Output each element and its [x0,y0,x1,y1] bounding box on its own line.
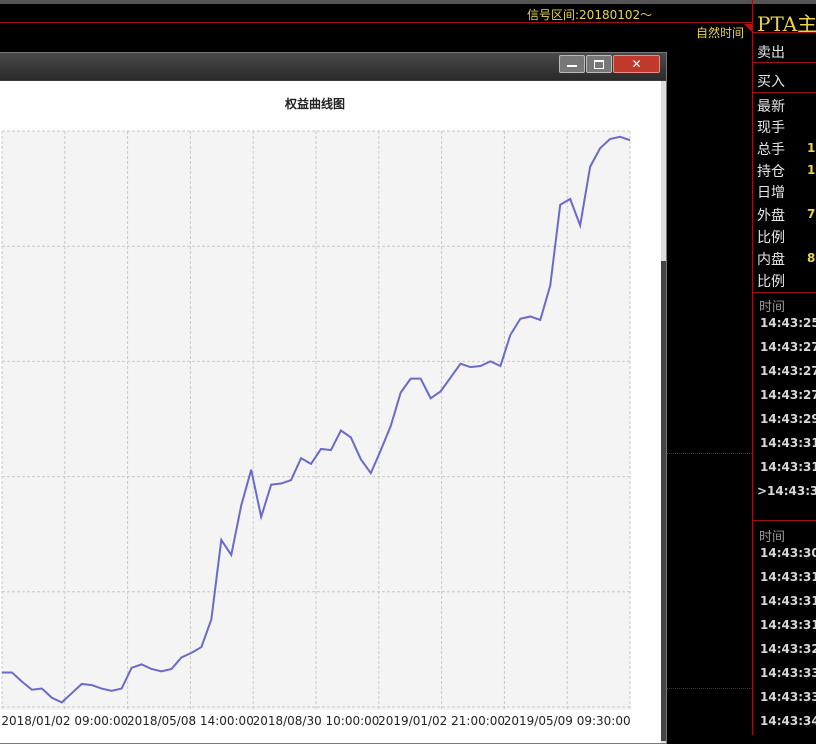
equity-line [2,135,631,704]
quote-label: 比例 [757,230,785,246]
trade-time: 14:43:31 [760,618,816,632]
scrollbar[interactable] [661,81,666,743]
trade-time: 14:43:31 [760,460,816,474]
trade-time: 14:43:30 [760,546,816,560]
quote-label: 买入 [757,74,785,90]
divider [752,520,816,521]
quote-label: 内盘 [757,252,785,268]
divider [752,92,816,93]
maximize-button[interactable] [586,55,612,73]
trade-time: 14:43:33 [760,666,816,680]
divider [752,32,816,33]
trade-time: 14:43:32 [760,642,816,656]
signal-range: 信号区间:20180102～ [527,8,653,22]
quote-label: 比例 [757,274,785,290]
title-bar [0,53,666,80]
x-tick-label: 2019/05/09 09:30:00 [504,714,631,728]
divider [752,62,816,63]
divider [752,292,816,293]
trade-time: 14:43:27 [760,388,816,402]
dotted-line [665,453,752,454]
quote-label: 最新 [757,99,785,115]
trade-time: 14:43:34 [760,714,816,728]
x-tick-label: 2019/01/02 21:00:00 [378,714,505,728]
quote-label: 外盘 [757,208,785,224]
close-button[interactable]: ✕ [613,55,660,73]
quote-label: 卖出 [757,45,785,61]
divider [752,0,753,735]
trade-time: 14:43:25 [760,316,816,330]
quote-label: 日增 [757,185,785,201]
quote-value: 12 [807,163,816,177]
trade-time: 14:43:29 [760,412,816,426]
trades-header: 时间 [759,530,786,545]
trade-time: >14:43:31 [757,484,816,498]
trade-time: 14:43:31 [760,594,816,608]
time-mode[interactable]: 自然时间 [696,26,745,40]
quote-value: 8 [807,251,816,265]
marker [744,24,752,32]
trade-time: 14:43:31 [760,570,816,584]
x-tick-label: 2018/08/30 10:00:00 [253,714,380,728]
quote-value: 10 [807,141,816,155]
dotted-line [665,688,752,689]
trade-time: 14:43:27 [760,340,816,354]
x-tick-label: 2018/01/02 09:00:00 [1,714,128,728]
divider [0,22,752,23]
quote-label: 现手 [757,120,785,136]
x-tick-label: 2018/05/08 14:00:00 [127,714,254,728]
top-strip [0,0,816,4]
quote-label: 总手 [757,142,785,158]
trades-header: 时间 [759,300,786,315]
quote-label: 持仓 [757,164,785,180]
chart-title: 权益曲线图 [284,96,345,111]
quote-value: 7 [807,207,816,221]
minimize-button[interactable] [559,55,585,73]
trade-time: 14:43:31 [760,436,816,450]
trade-time: 14:43:27 [760,364,816,378]
trade-time: 14:43:33 [760,690,816,704]
